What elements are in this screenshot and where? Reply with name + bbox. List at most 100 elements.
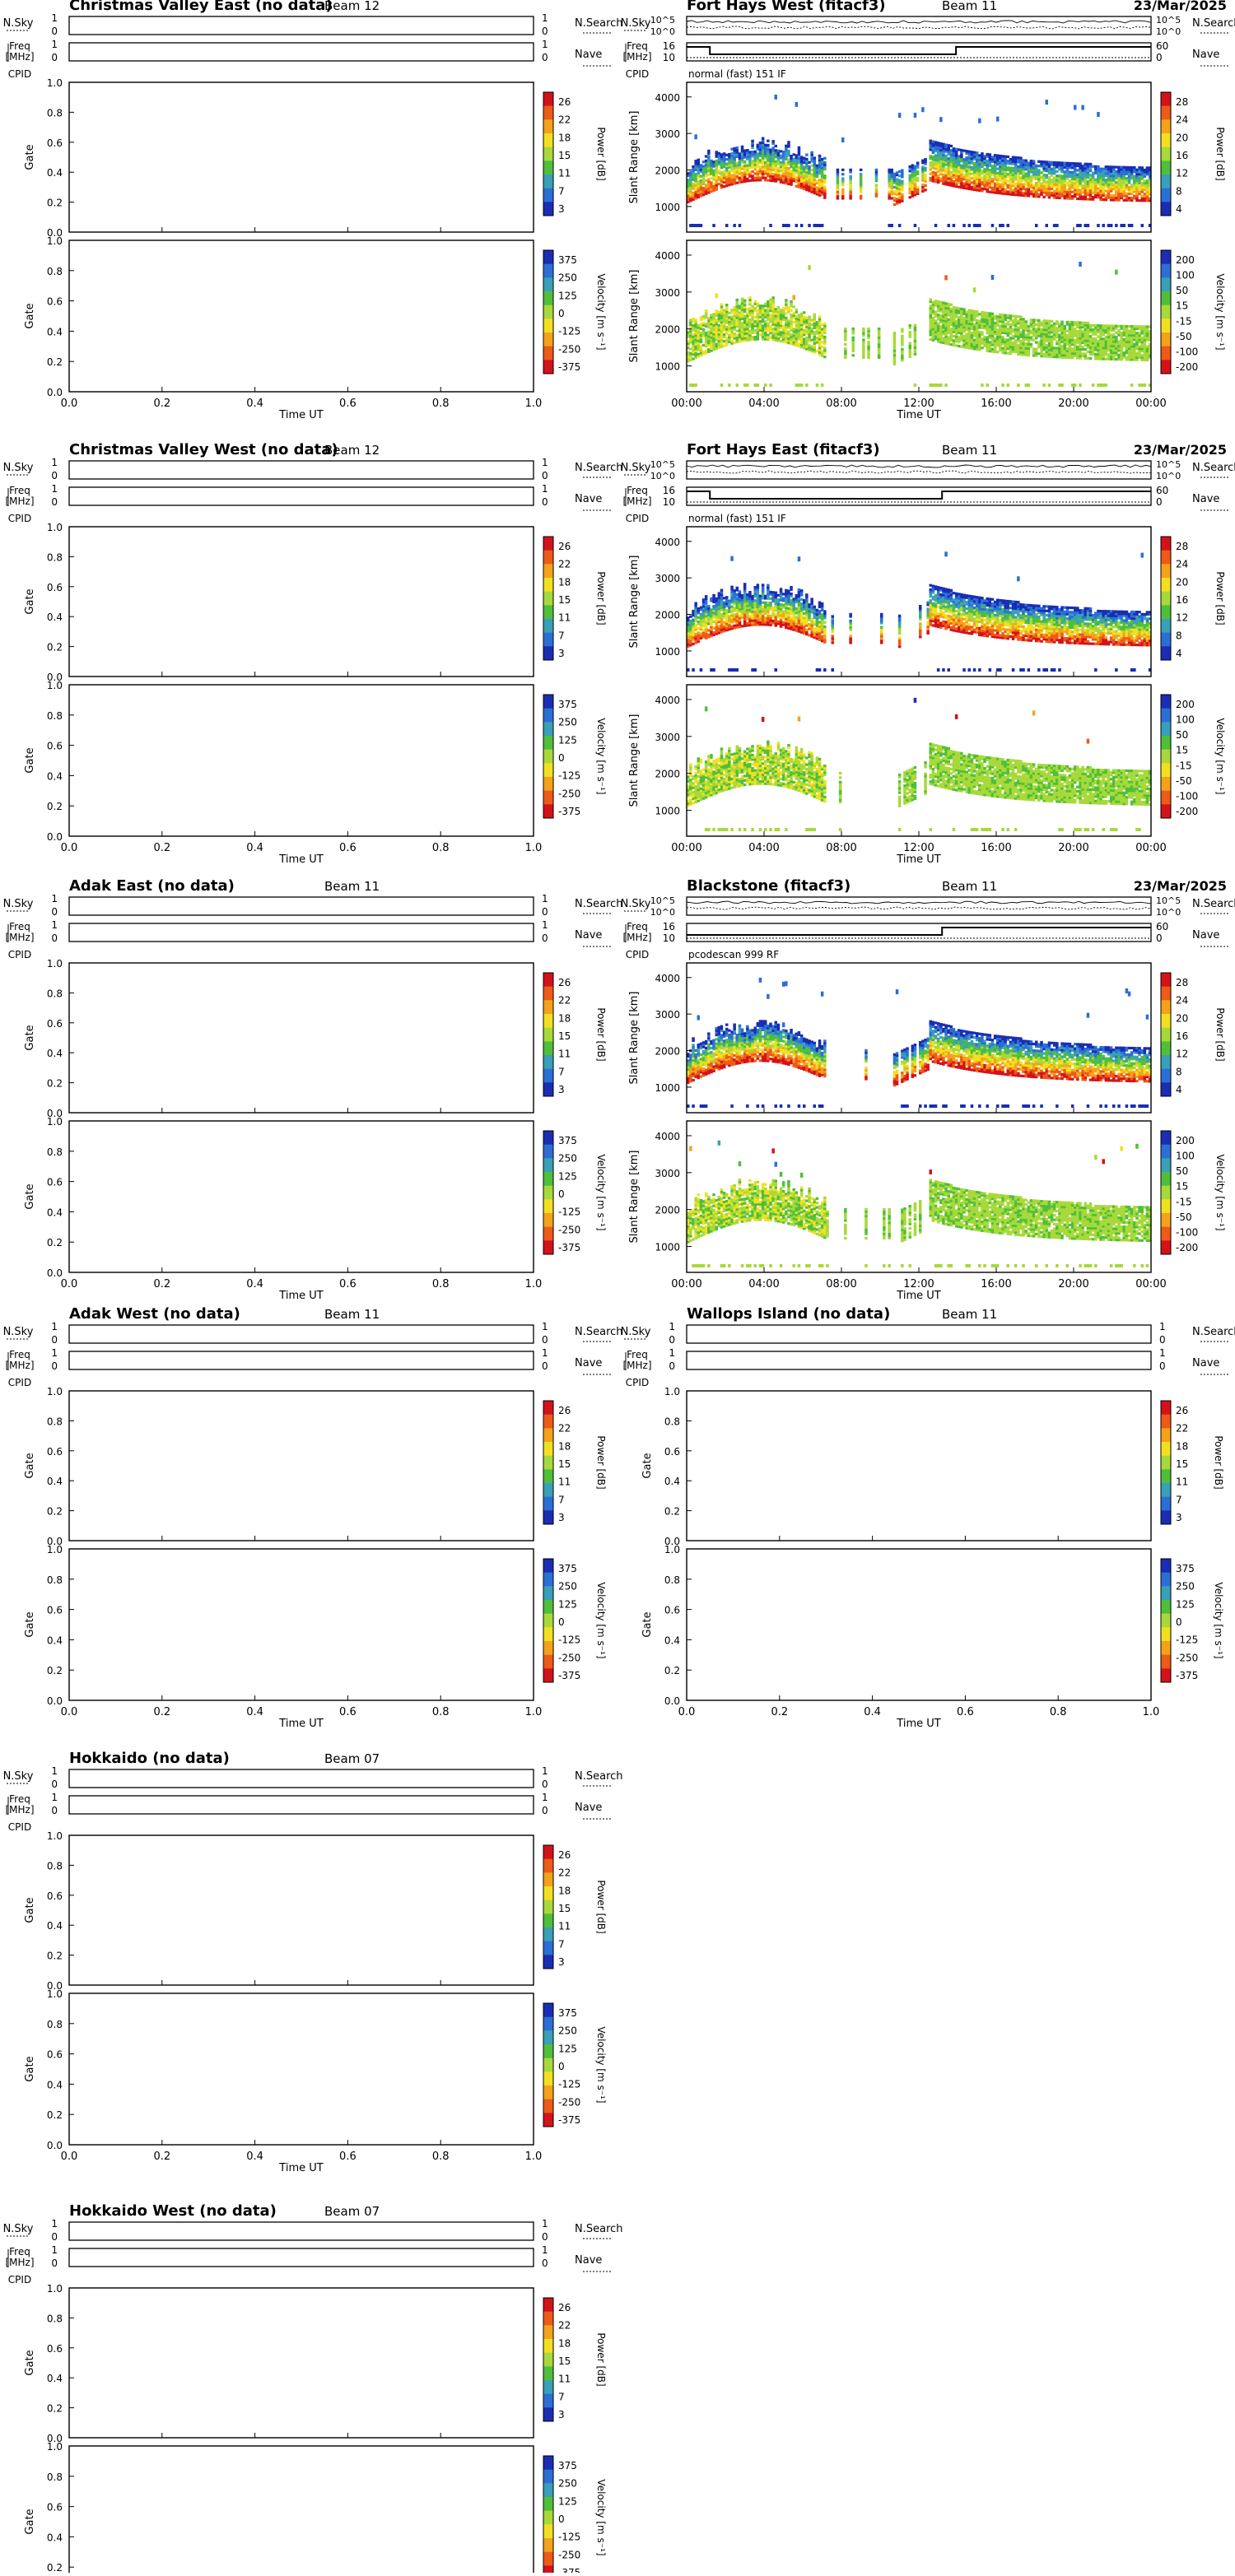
data-cell bbox=[1001, 224, 1004, 227]
data-cell bbox=[1069, 179, 1072, 182]
data-cell bbox=[1019, 156, 1023, 159]
data-cell bbox=[782, 307, 785, 309]
data-cell bbox=[712, 170, 715, 172]
data-cell bbox=[1081, 346, 1084, 348]
data-cell bbox=[746, 312, 749, 314]
data-cell bbox=[955, 344, 958, 346]
data-cell bbox=[1048, 384, 1051, 387]
data-cell bbox=[712, 313, 715, 315]
data-cell bbox=[921, 184, 925, 186]
colorbar-segment bbox=[543, 92, 553, 106]
data-cell bbox=[1074, 321, 1077, 323]
y-tick-label: 0.2 bbox=[47, 356, 63, 368]
data-cell bbox=[1001, 314, 1004, 316]
data-cell bbox=[978, 224, 981, 227]
colorbar-tick-label: 20 bbox=[1176, 132, 1188, 143]
data-cell bbox=[700, 323, 703, 325]
data-cell bbox=[810, 339, 813, 342]
data-cell bbox=[1004, 314, 1007, 317]
data-cell bbox=[914, 384, 917, 387]
colorbar-tick-label: 11 bbox=[558, 612, 571, 624]
data-cell bbox=[813, 331, 817, 333]
data-cell bbox=[705, 184, 708, 186]
data-cell bbox=[1040, 322, 1043, 324]
data-cell bbox=[1048, 320, 1051, 323]
data-cell bbox=[1097, 165, 1100, 168]
data-cell bbox=[1007, 328, 1010, 330]
data-cell bbox=[767, 333, 770, 336]
data-cell bbox=[800, 224, 804, 227]
data-cell bbox=[743, 160, 747, 163]
data-cell bbox=[893, 190, 897, 193]
data-cell bbox=[1053, 323, 1056, 325]
data-cell bbox=[1056, 161, 1059, 164]
data-cell bbox=[948, 224, 951, 227]
data-cell bbox=[733, 332, 736, 335]
freq-tick-bottom: 0 bbox=[51, 52, 58, 63]
data-cell bbox=[1094, 353, 1098, 356]
data-cell bbox=[934, 311, 938, 314]
nave-label: Nave bbox=[575, 49, 602, 61]
data-cell bbox=[944, 155, 948, 157]
data-cell bbox=[751, 305, 754, 308]
y-tick-label: 0.4 bbox=[47, 770, 63, 782]
data-cell bbox=[1071, 347, 1074, 350]
data-cell bbox=[1130, 224, 1134, 227]
data-cell bbox=[1138, 166, 1141, 169]
data-cell bbox=[810, 165, 813, 167]
data-cell bbox=[692, 183, 695, 185]
data-cell bbox=[1022, 159, 1025, 161]
data-cell bbox=[720, 171, 724, 174]
data-cell bbox=[1099, 168, 1102, 170]
data-cell bbox=[823, 356, 827, 358]
data-cell bbox=[1007, 179, 1010, 182]
data-cell bbox=[991, 156, 995, 158]
data-cell bbox=[1138, 199, 1141, 202]
power-colorbar: 282420161284Power [dB] bbox=[1161, 92, 1226, 216]
noise-rtick-bottom: 10^0 bbox=[1156, 26, 1181, 37]
x-tick-label: 0.4 bbox=[246, 398, 263, 410]
data-cell bbox=[1066, 162, 1070, 165]
data-cell bbox=[1087, 224, 1090, 227]
data-cell bbox=[748, 319, 752, 321]
data-cell bbox=[702, 160, 706, 163]
data-cell bbox=[1032, 347, 1036, 350]
data-cell bbox=[754, 384, 757, 387]
data-cell bbox=[860, 169, 863, 171]
data-cell bbox=[715, 151, 719, 153]
colorbar-tick-label: -375 bbox=[558, 806, 580, 817]
data-cell bbox=[1081, 352, 1084, 355]
data-cell bbox=[736, 334, 739, 337]
data-cell bbox=[700, 332, 703, 334]
data-cell bbox=[823, 336, 827, 338]
data-cell bbox=[991, 187, 995, 189]
data-cell bbox=[1076, 174, 1079, 176]
data-cell bbox=[769, 314, 772, 316]
data-cell bbox=[1009, 337, 1013, 339]
data-cell bbox=[710, 314, 713, 316]
data-cell bbox=[694, 134, 697, 139]
data-cell bbox=[944, 302, 948, 305]
data-cell bbox=[1144, 193, 1147, 195]
data-cell bbox=[991, 178, 995, 180]
colorbar-segment bbox=[543, 188, 553, 202]
colorbar-segment bbox=[543, 791, 553, 805]
data-cell bbox=[1046, 344, 1049, 346]
data-cell bbox=[948, 336, 951, 338]
colorbar-tick-label: 28 bbox=[1176, 96, 1188, 108]
data-cell bbox=[780, 155, 783, 157]
y-tick-label: 0.4 bbox=[47, 167, 63, 179]
data-cell bbox=[697, 324, 701, 327]
data-cell bbox=[739, 152, 742, 155]
data-cell bbox=[720, 153, 724, 156]
data-cell bbox=[937, 384, 940, 387]
data-cell bbox=[1030, 190, 1033, 193]
data-cell bbox=[1102, 324, 1106, 327]
data-cell bbox=[852, 328, 855, 330]
data-cell bbox=[1120, 325, 1123, 328]
cpid-label: CPID bbox=[626, 68, 649, 80]
data-cell bbox=[950, 308, 953, 310]
data-cell bbox=[1125, 177, 1129, 179]
colorbar-segment bbox=[543, 332, 553, 346]
y-tick-label: 4000 bbox=[655, 250, 680, 262]
